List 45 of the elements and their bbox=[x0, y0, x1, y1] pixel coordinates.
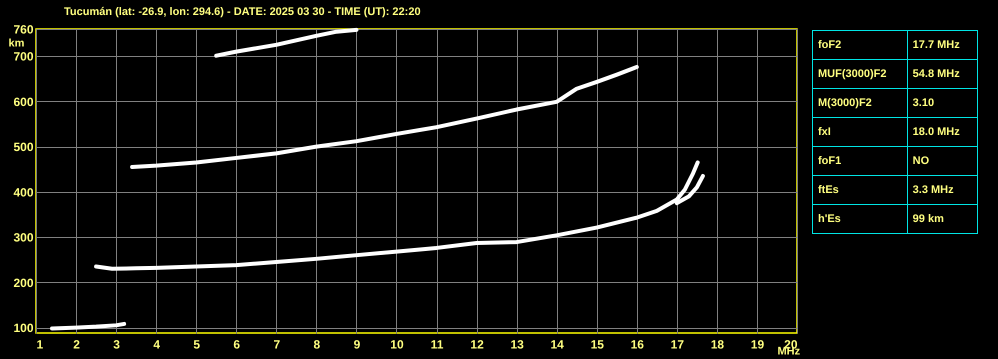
y-tick-label: 100 bbox=[13, 321, 34, 336]
line-series bbox=[130, 65, 639, 169]
y-tick-label: 500 bbox=[13, 140, 34, 154]
text: NO bbox=[907, 146, 978, 176]
text: 99 km bbox=[907, 204, 978, 234]
x-tick-label: 8 bbox=[314, 338, 321, 352]
x-tick-label: 10 bbox=[390, 338, 404, 352]
x-tick-label: 6 bbox=[233, 338, 240, 352]
x-tick-label: 11 bbox=[430, 338, 444, 352]
x-tick-label: 17 bbox=[670, 338, 684, 352]
text: M(3000)F2 bbox=[812, 88, 908, 118]
text: h'Es bbox=[812, 204, 908, 234]
text: 54.8 MHz bbox=[907, 60, 978, 88]
x-tick-label: 14 bbox=[550, 338, 564, 352]
text: ftEs bbox=[812, 176, 908, 204]
y-tick-label: 700 bbox=[13, 50, 34, 64]
x-tick-label: 4 bbox=[153, 338, 160, 352]
x-tick-label: 3 bbox=[113, 338, 120, 352]
y-tick-label: 760 bbox=[13, 22, 34, 36]
text: 3.10 bbox=[907, 88, 978, 118]
x-tick-label: 19 bbox=[750, 338, 764, 352]
x-tick-label: 2 bbox=[73, 338, 80, 352]
x-tick-label: 16 bbox=[630, 338, 644, 352]
x-tick-label: 7 bbox=[273, 338, 280, 352]
x-tick-label: 12 bbox=[470, 338, 484, 352]
x-tick-label: 18 bbox=[710, 338, 724, 352]
text: foF1 bbox=[812, 146, 908, 176]
chart-title: Tucumán (lat: -26.9, lon: 294.6) - DATE: 2025 03 30 - TIME (UT): 22:20 bbox=[64, 6, 421, 18]
x-tick-label: 13 bbox=[510, 338, 524, 352]
text: foF2 bbox=[812, 30, 908, 60]
x-tick-label: 1 bbox=[36, 338, 44, 352]
y-tick-label: 400 bbox=[13, 185, 34, 200]
text: MUF(3000)F2 bbox=[812, 60, 908, 88]
y-tick-label: 600 bbox=[13, 94, 34, 109]
x-tick-label: 9 bbox=[354, 338, 361, 352]
text: 18.0 MHz bbox=[907, 118, 978, 146]
y-axis-title: km bbox=[8, 38, 25, 50]
line-series bbox=[214, 28, 358, 58]
x-tick-label: 15 bbox=[590, 338, 604, 352]
x-tick-label: 5 bbox=[193, 338, 200, 352]
text: 17.7 MHz bbox=[907, 30, 978, 60]
text: fxI bbox=[812, 118, 908, 146]
y-tick-label: 200 bbox=[13, 276, 34, 290]
text: 3.3 MHz bbox=[907, 176, 978, 204]
y-tick-label: 300 bbox=[13, 230, 34, 245]
